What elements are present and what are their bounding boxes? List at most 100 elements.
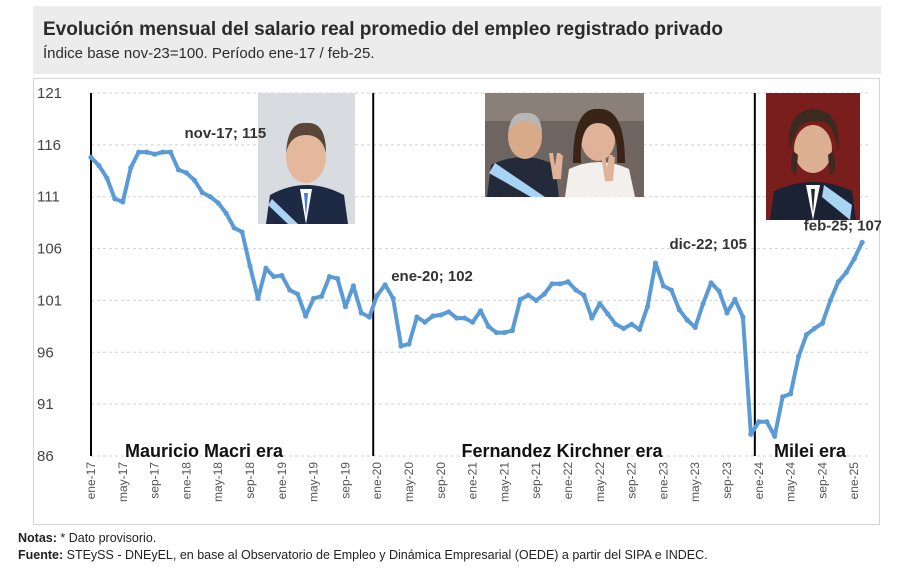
data-point	[597, 300, 603, 307]
x-tick-label: ene-22	[561, 462, 575, 500]
x-tick-label: ene-17	[84, 462, 98, 500]
data-point	[835, 279, 841, 285]
data-point	[136, 149, 142, 155]
data-point	[629, 321, 635, 327]
data-point	[128, 165, 134, 171]
data-point	[589, 315, 595, 321]
era-label: Mauricio Macri era	[125, 441, 284, 461]
data-point	[660, 283, 667, 289]
data-point	[120, 199, 126, 205]
data-point	[605, 311, 611, 317]
data-point	[144, 149, 150, 155]
data-point	[644, 304, 651, 310]
data-point	[255, 295, 261, 301]
data-point	[851, 256, 857, 262]
data-point	[636, 326, 643, 333]
data-point	[748, 431, 754, 437]
data-point	[501, 329, 507, 336]
y-tick-label: 91	[37, 396, 54, 413]
era-dividers	[90, 93, 756, 456]
data-point	[398, 343, 404, 349]
x-tick-label: may-19	[307, 462, 321, 502]
x-tick-label: sep-18	[243, 462, 257, 499]
x-tick-label: may-22	[593, 462, 607, 502]
data-point	[613, 321, 619, 327]
data-point	[740, 314, 746, 320]
data-point	[652, 260, 659, 266]
data-point	[803, 332, 810, 338]
data-point	[692, 324, 698, 330]
x-tick-label: ene-23	[656, 462, 670, 500]
y-tick-label: 111	[37, 189, 60, 206]
data-point	[573, 287, 579, 293]
data-point	[676, 307, 682, 313]
data-point	[684, 317, 690, 323]
data-point	[104, 175, 110, 181]
data-point	[708, 280, 714, 286]
data-point	[334, 276, 341, 282]
series-line	[89, 150, 865, 439]
annotation-label: ene-20; 102	[391, 268, 473, 285]
x-tick-label: sep-17	[148, 462, 162, 499]
x-tick-label: ene-20	[370, 462, 384, 500]
data-point	[668, 287, 674, 293]
data-point	[565, 279, 571, 285]
data-point	[446, 309, 452, 315]
data-point	[311, 295, 317, 301]
data-point	[287, 287, 293, 293]
data-point	[247, 263, 253, 269]
data-point	[406, 341, 412, 347]
data-point	[303, 313, 309, 319]
data-point	[716, 288, 722, 294]
data-point	[724, 310, 730, 316]
chart-title: Evolución mensual del salario real prome…	[43, 19, 723, 40]
notes-text: * Dato provisorio.	[56, 531, 157, 545]
data-point	[223, 210, 229, 216]
data-point	[295, 291, 301, 297]
era-label: Milei era	[774, 441, 847, 461]
x-tick-label: may-18	[211, 462, 225, 502]
data-point	[509, 327, 515, 334]
portraits	[258, 93, 860, 224]
x-tick-label: may-23	[688, 462, 702, 502]
data-point	[279, 272, 285, 279]
data-point	[470, 319, 476, 325]
x-axis-ticks: ene-17 may-17 sep-17 ene-18 may-18 sep-18 ene-…	[84, 462, 861, 502]
data-point	[581, 292, 587, 298]
data-point	[430, 313, 436, 319]
era-label: Fernandez Kirchner era	[461, 441, 663, 461]
x-tick-label: sep-22	[625, 462, 639, 499]
annotation-label: dic-22; 105	[669, 236, 747, 253]
x-tick-label: may-20	[402, 462, 416, 502]
data-point	[621, 325, 627, 332]
annotation-label: feb-25; 107	[804, 217, 881, 234]
y-tick-label: 106	[37, 241, 62, 258]
data-point	[462, 315, 468, 321]
data-point	[239, 229, 245, 235]
data-point	[207, 194, 213, 200]
y-tick-label: 86	[37, 448, 54, 465]
x-tick-label: sep-20	[434, 462, 448, 499]
data-point	[350, 283, 356, 289]
data-point	[183, 170, 189, 176]
data-point	[549, 281, 555, 287]
data-point	[525, 292, 531, 298]
data-point	[88, 154, 94, 160]
chart-header: Evolución mensual del salario real prome…	[33, 6, 881, 74]
data-point	[318, 293, 325, 299]
data-point	[843, 269, 849, 276]
x-tick-label: sep-19	[338, 462, 352, 499]
data-point	[700, 300, 706, 307]
chart-area: 86 91 96 101 106 111 116 121 ene-17 may-17 sep-17…	[33, 78, 881, 525]
x-tick-label: ene-21	[466, 462, 480, 500]
data-point	[772, 433, 778, 439]
data-point	[422, 319, 428, 325]
data-point	[493, 329, 500, 336]
data-point	[215, 200, 221, 206]
data-point	[271, 273, 277, 280]
y-tick-label: 121	[37, 85, 62, 102]
milei-portrait	[766, 93, 860, 220]
data-point	[112, 196, 118, 202]
data-point	[788, 391, 794, 397]
data-point	[827, 297, 833, 304]
